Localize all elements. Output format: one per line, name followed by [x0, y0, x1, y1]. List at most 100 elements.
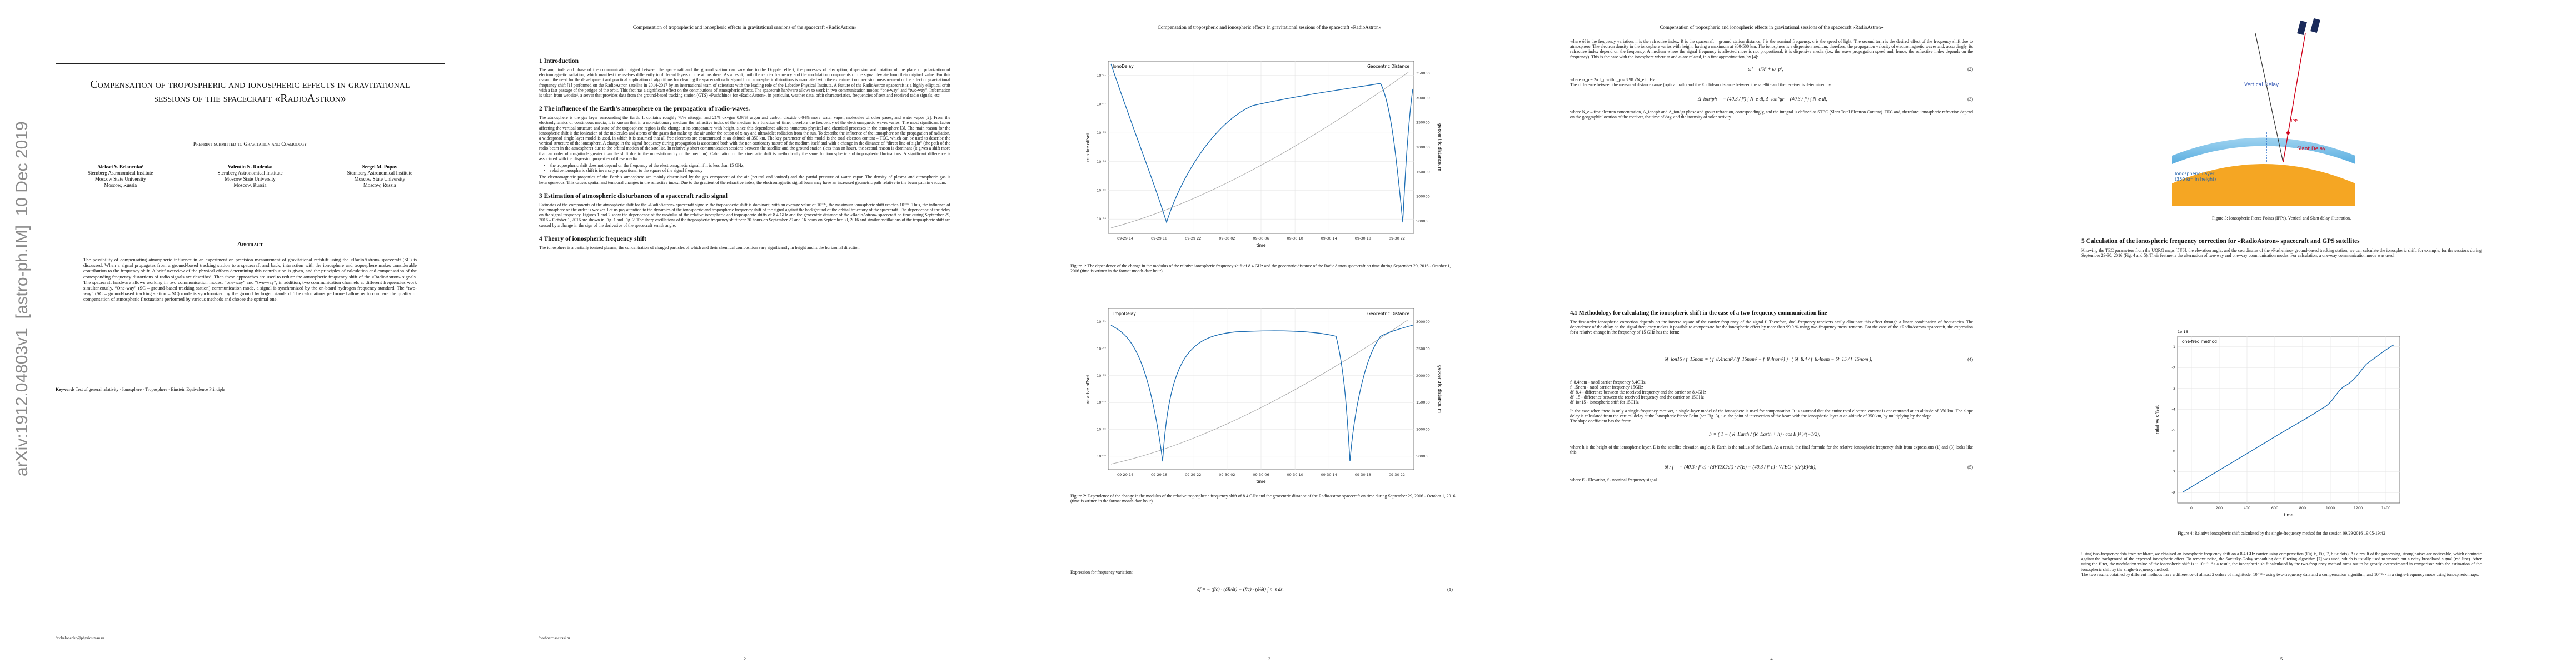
x-tick-label: 09-30 18 — [1355, 236, 1371, 241]
y-axis-label: relative offset — [1085, 375, 1090, 404]
x-tick-label: 09-29 14 — [1117, 472, 1133, 477]
caption: Figure 4: Relative ionospheric shift cal… — [2178, 531, 2385, 536]
affiliation: Moscow State University — [225, 176, 276, 182]
paragraph: The amplitude and phase of the communica… — [539, 67, 950, 98]
paragraph: where N_e – free electron concentration,… — [1570, 109, 1973, 120]
running-header: Compensation of tropospheric and ionosph… — [1570, 24, 1973, 32]
offset-curve — [2183, 344, 2395, 492]
paragraph: The two results obtained by different me… — [2081, 571, 2479, 577]
y2-tick-label: 200000 — [1416, 374, 1430, 378]
y-tick-label: -5 — [2172, 428, 2175, 432]
earth — [2172, 164, 2355, 206]
equation: δf / f = − (40.3 / f² c) · (dVTEC/dt) · … — [1665, 464, 1817, 470]
page-number: 2 — [743, 656, 746, 661]
bullet-list: the tropospheric shift does not depend o… — [550, 163, 950, 173]
label: Vertical Delay — [2244, 82, 2279, 88]
y2-tick-label: 50000 — [1416, 454, 1428, 459]
y2-tick-label: 200000 — [1416, 145, 1430, 150]
page-5: Vertical Delay IPP Slant Delay Ionospher… — [2061, 0, 2576, 667]
plot-area — [2177, 336, 2400, 504]
paragraph: The electromagnetic properties of the Ea… — [539, 175, 950, 185]
equation: F = ( 1 − ( R_Earth / (R_Earth + h) · co… — [1709, 431, 1821, 437]
vertical-ray — [2255, 33, 2284, 163]
definition: δf_ion15 - ionospheric shift for 15GHz — [1570, 400, 1639, 405]
x-tick-label: 09-30 22 — [1389, 236, 1405, 241]
figure-2: 10⁻¹¹ 10⁻¹² 10⁻¹³ 10⁻¹⁴ 10⁻¹⁵ 10⁻¹⁶ 300000 2500… — [1085, 308, 1442, 484]
label: IPP — [2291, 118, 2298, 123]
definition: δf_15 - difference between the received … — [1570, 395, 1704, 400]
paragraph: In the case when there is only a single-… — [1570, 408, 1973, 419]
rule — [56, 63, 445, 64]
y2-axis-label: geocentric distance, m — [1437, 365, 1442, 413]
affiliation: Sternberg Astronomical Institute — [88, 170, 153, 176]
keywords: Keywords Test of general relativity · Io… — [56, 387, 445, 392]
x-tick-label: 09-30 06 — [1253, 472, 1269, 477]
y-tick-label: -6 — [2172, 449, 2175, 453]
x-tick-label: 600 — [2271, 506, 2278, 510]
abstract-heading: Abstract — [237, 240, 263, 248]
y-tick-label: 10⁻¹³ — [1097, 131, 1106, 135]
axis-scale: 1e-16 — [2178, 330, 2188, 334]
equation-number: (4) — [1967, 356, 1973, 362]
paragraph: The slope coefficient has the form: — [1570, 419, 1632, 424]
x-tick-label: 09-30 06 — [1253, 236, 1269, 241]
slant-ray — [2283, 33, 2306, 163]
affiliation: Sternberg Astronomical Institute — [217, 170, 283, 176]
section-heading: 2 The influence of the Earth’s atmospher… — [539, 106, 750, 113]
x-tick-label: 09-30 18 — [1355, 472, 1371, 477]
y-tick-label: 10⁻¹⁴ — [1097, 400, 1106, 405]
x-axis-label: time — [1257, 479, 1266, 484]
section-heading: 1 Introduction — [539, 58, 579, 64]
caption: Figure 1: The dependence of the change i… — [1070, 263, 1451, 274]
x-tick-label: 09-30 10 — [1287, 236, 1303, 241]
y2-tick-label: 300000 — [1416, 320, 1430, 324]
paragraph: The first-order ionospheric correction d… — [1570, 320, 1973, 335]
section-heading: 5 Calculation of the ionospheric frequen… — [2081, 238, 2360, 245]
x-tick-label: 400 — [2244, 506, 2250, 510]
figure-3: Vertical Delay IPP Slant Delay Ionospher… — [2172, 18, 2355, 206]
y2-tick-label: 150000 — [1416, 400, 1430, 405]
abstract: The possibility of compensating atmosphe… — [83, 257, 417, 302]
footnote: ¹webbarc.asc.rssi.ru — [539, 636, 570, 640]
section-heading: 4 Theory of ionospheric frequency shift — [539, 235, 646, 242]
affiliation: Moscow, Russia — [233, 182, 267, 188]
legend: one-freq method — [2182, 339, 2217, 344]
y-tick-label: -2 — [2172, 365, 2175, 370]
x-tick-label: 09-30 14 — [1321, 236, 1337, 241]
equation-row: δf / f = − (40.3 / f² c) · (dVTEC/dt) · … — [1570, 457, 1973, 477]
y2-tick-label: 250000 — [1416, 121, 1430, 125]
y-tick-label: 10⁻¹⁶ — [1097, 217, 1106, 221]
x-tick-label: 09-29 22 — [1185, 472, 1201, 477]
ipp — [2286, 131, 2290, 135]
column: 4.1 Methodology for calculating the iono… — [1570, 310, 1973, 482]
legend: Geocentric Distance — [1367, 311, 1409, 316]
y-tick-label: 10⁻¹⁴ — [1097, 160, 1106, 164]
subsection-heading: 4.1 Methodology for calculating the iono… — [1570, 310, 1827, 316]
page-1: Compensation of tropospheric and ionosph… — [0, 0, 515, 667]
legend: TropoDelay — [1112, 311, 1136, 316]
x-tick-label: 09-29 22 — [1185, 236, 1201, 241]
keywords-label: Keywords — [56, 387, 75, 392]
y-tick-label: 10⁻¹² — [1097, 347, 1106, 351]
y-axis-label: relative offset — [2155, 405, 2160, 434]
x-axis-label: time — [2284, 512, 2294, 517]
equation-row: Δ_ion^ph = − (40.3 / f²) ∫ N_e dl, Δ_ion… — [1570, 91, 1973, 109]
equation: δf_ion15 / f_15nom = ( f_8.4nom² / (f_15… — [1665, 356, 1872, 362]
column: Using two-frequency data from webbarc, w… — [2081, 551, 2482, 577]
definition: f_8.4nom - rated carrier frequency 8.4GH… — [1570, 379, 1646, 385]
keywords-text: Test of general relativity · Ionosphere … — [76, 387, 225, 392]
y2-tick-label: 350000 — [1416, 71, 1430, 76]
y-tick-label: -7 — [2172, 470, 2175, 474]
paragraph: The atmosphere is the gas layer surround… — [539, 115, 950, 161]
y-tick-label: -3 — [2172, 386, 2175, 391]
paragraph: Expression for frequency variation: — [1070, 570, 1133, 575]
equation-number: (5) — [1967, 464, 1973, 470]
section-heading: 3 Estimation of atmospheric disturbances… — [539, 192, 728, 200]
author: Aleksei V. Belonenko¹ Sternberg Astronomi… — [88, 164, 153, 188]
affiliation: Moscow State University — [94, 176, 146, 182]
y-tick-label: 10⁻¹² — [1097, 102, 1106, 107]
y-tick-label: 10⁻¹⁵ — [1097, 188, 1106, 193]
paragraph: The difference between the measured dist… — [1570, 82, 1832, 88]
equation-number: (2) — [1967, 66, 1973, 72]
